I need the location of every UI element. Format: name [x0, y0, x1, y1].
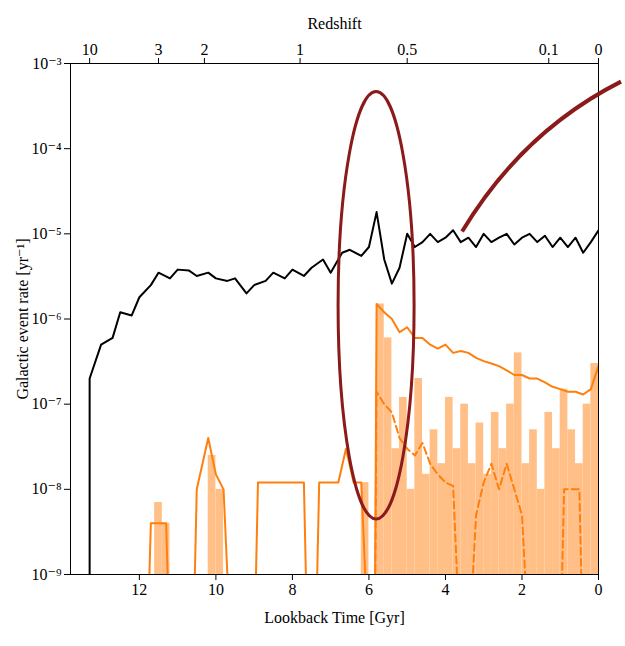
svg-text:8: 8: [288, 581, 296, 598]
svg-text:Lookback Time [Gyr]: Lookback Time [Gyr]: [264, 609, 404, 627]
svg-text:10⁻⁹: 10⁻⁹: [31, 566, 61, 583]
svg-text:10⁻⁷: 10⁻⁷: [31, 395, 61, 412]
svg-text:1: 1: [296, 41, 304, 58]
svg-text:12: 12: [131, 581, 147, 598]
svg-text:10⁻⁴: 10⁻⁴: [31, 140, 61, 157]
svg-text:6: 6: [365, 581, 373, 598]
svg-text:0.5: 0.5: [397, 41, 417, 58]
svg-text:0.1: 0.1: [539, 41, 559, 58]
svg-text:10⁻³: 10⁻³: [32, 55, 61, 72]
svg-text:2: 2: [518, 581, 526, 598]
svg-text:2: 2: [200, 41, 208, 58]
svg-text:4: 4: [441, 581, 449, 598]
svg-text:3: 3: [155, 41, 163, 58]
svg-text:Galactic event rate [yr⁻¹]: Galactic event rate [yr⁻¹]: [14, 238, 32, 399]
svg-text:10: 10: [208, 581, 224, 598]
svg-text:0: 0: [595, 581, 603, 598]
svg-text:10: 10: [82, 41, 98, 58]
svg-text:10⁻⁶: 10⁻⁶: [31, 310, 61, 327]
svg-text:10⁻⁵: 10⁻⁵: [31, 225, 61, 242]
svg-text:10⁻⁸: 10⁻⁸: [31, 480, 61, 497]
svg-text:Redshift: Redshift: [307, 15, 362, 32]
svg-text:0: 0: [595, 41, 603, 58]
